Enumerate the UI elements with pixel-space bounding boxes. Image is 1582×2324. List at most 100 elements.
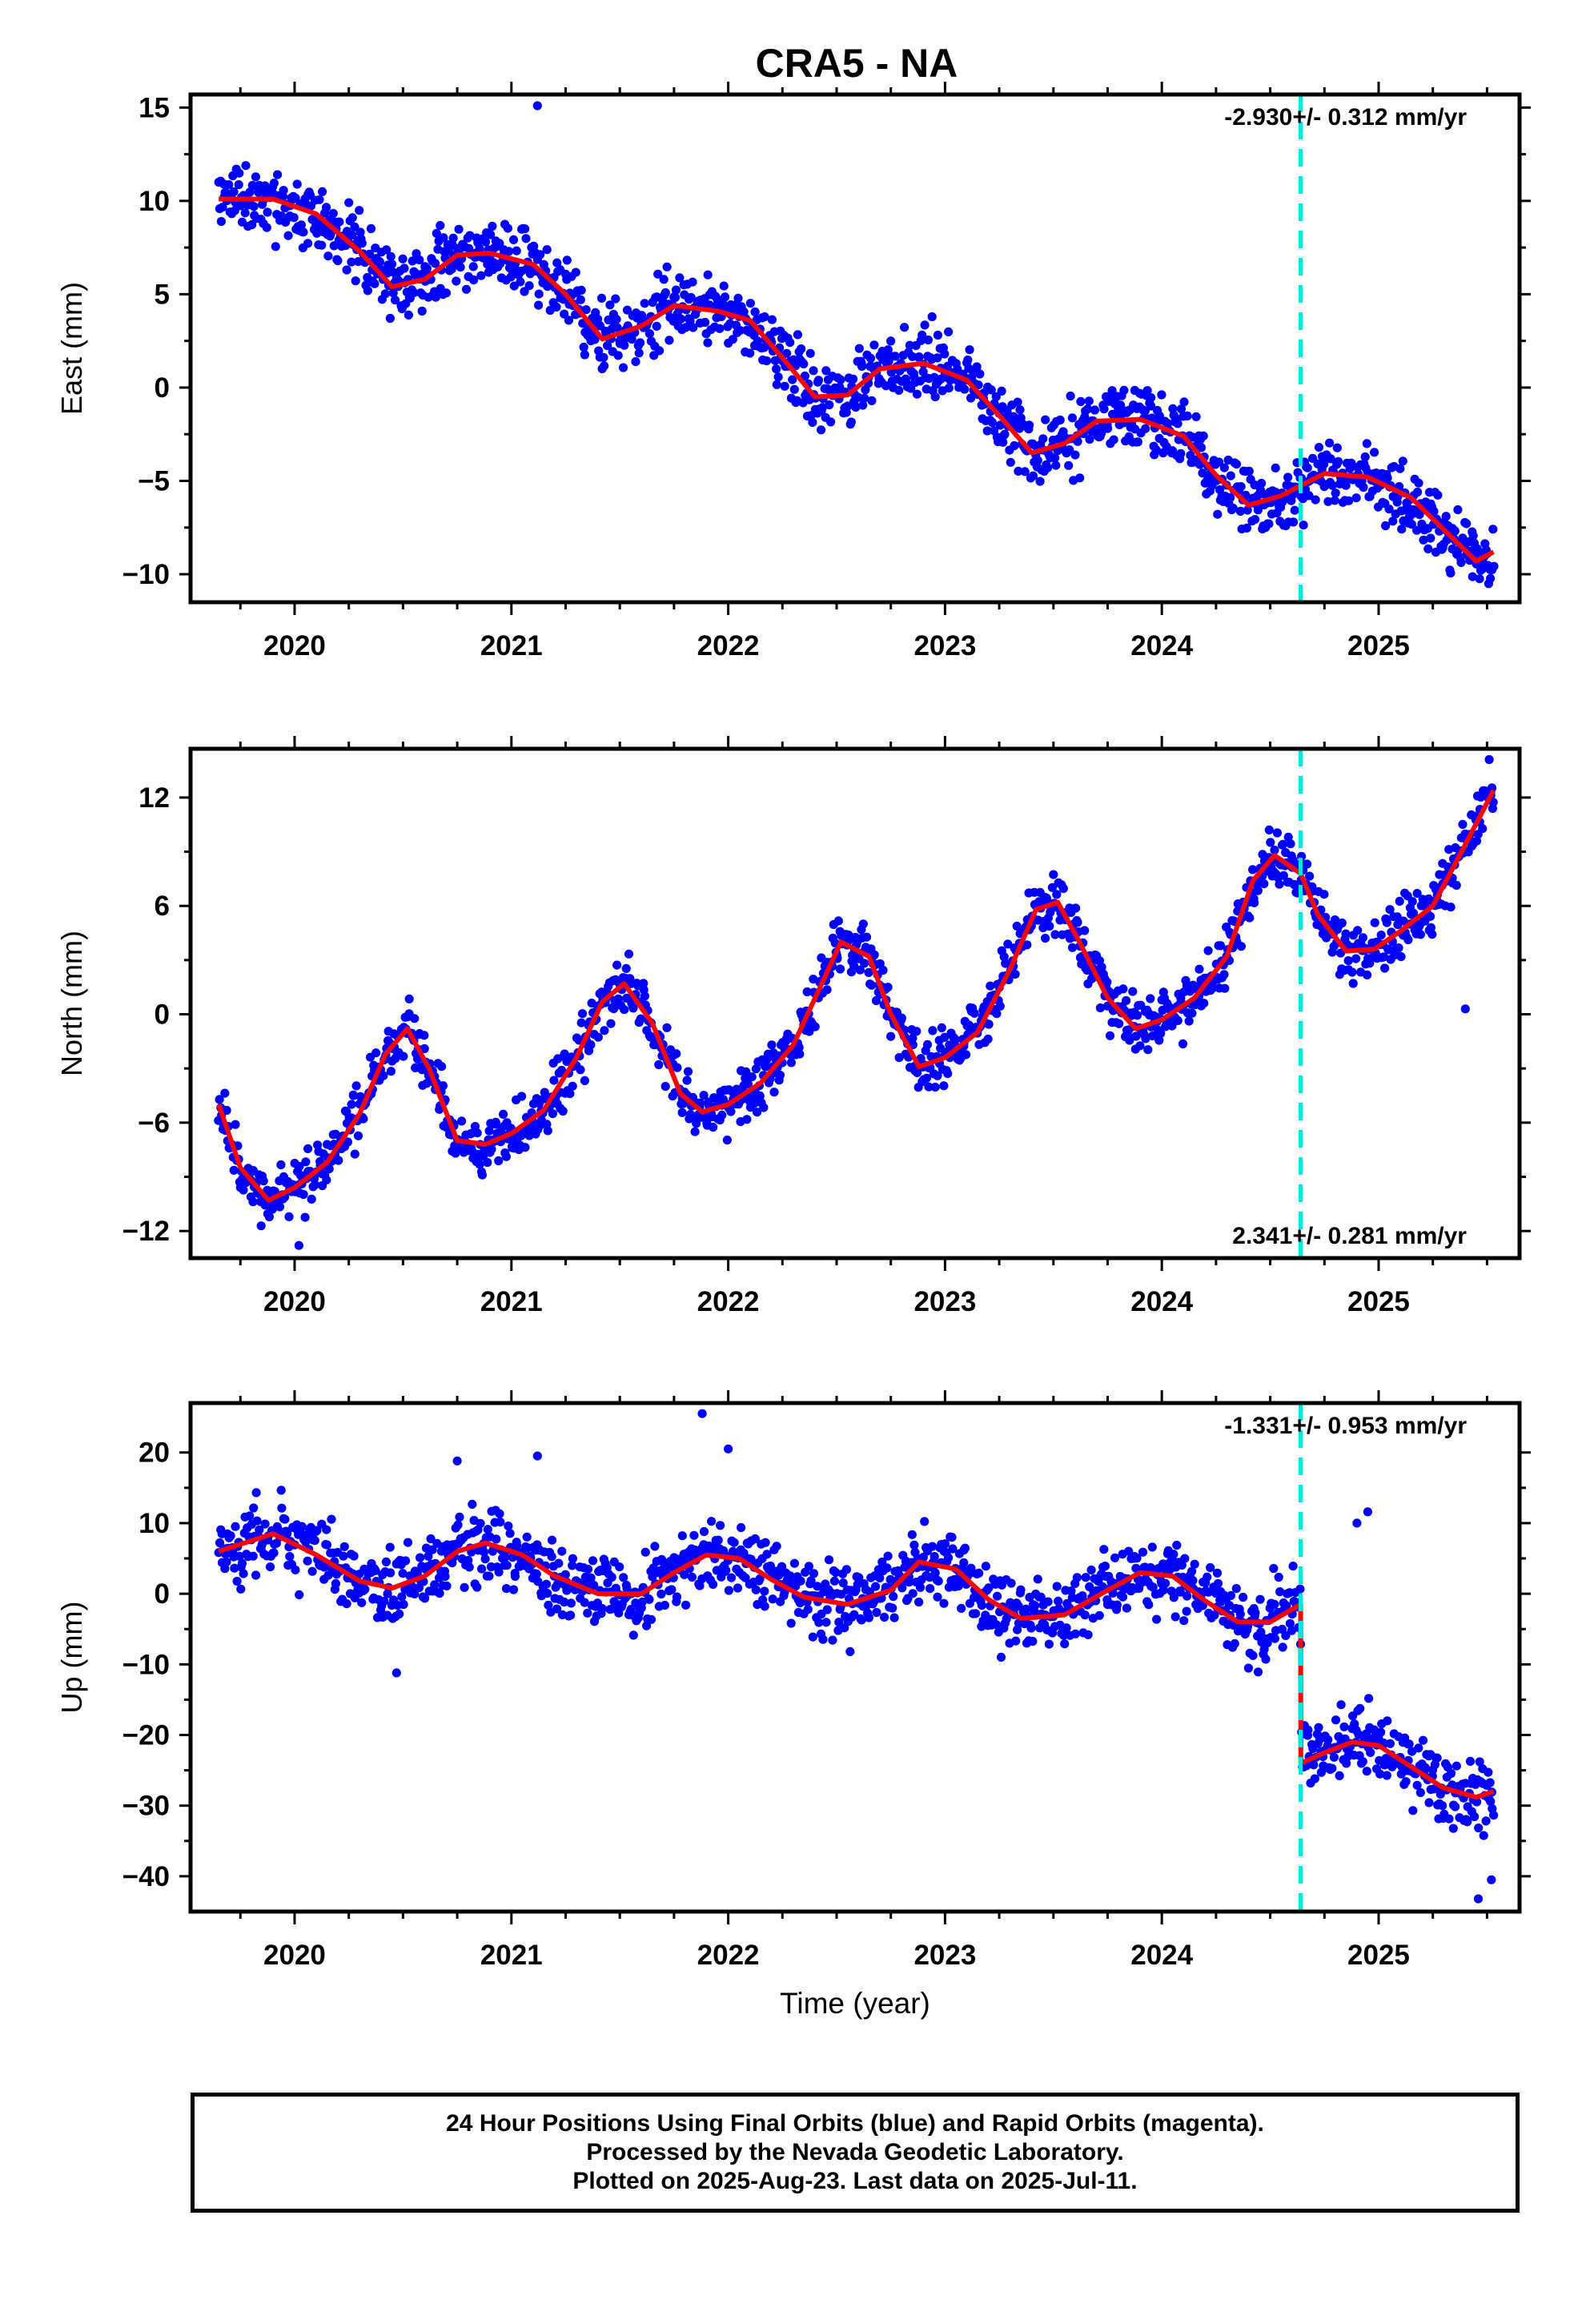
data-point [1360,452,1370,462]
data-point [1484,1767,1493,1777]
data-point [502,1561,512,1570]
data-point [726,1107,736,1116]
model-fit-line [216,789,1496,1203]
data-point [624,949,634,959]
data-point [767,315,777,324]
data-point [1216,941,1226,951]
data-point [739,1548,749,1558]
data-point [1285,1618,1295,1628]
data-point [534,289,544,299]
data-point [224,180,234,190]
data-point [619,1573,628,1582]
data-point [275,1202,285,1212]
data-point [759,1103,769,1112]
data-point [793,330,803,340]
data-point [410,1014,420,1023]
data-point [277,1503,287,1513]
data-point [552,1604,562,1614]
data-point [1243,505,1252,515]
data-point [1199,431,1208,440]
data-point [628,1630,638,1640]
data-point [687,1572,697,1582]
data-point [1448,1823,1458,1833]
data-point [747,1072,757,1082]
data-point [379,1596,389,1606]
data-point [1257,478,1267,489]
data-point [881,381,891,391]
data-point [1000,429,1010,439]
data-point [343,1137,352,1147]
data-point [385,1542,395,1552]
data-point [420,1594,430,1603]
data-point [508,1585,519,1594]
data-point [1219,970,1229,979]
data-point [1347,458,1356,468]
data-point [930,392,940,402]
data-point [510,1571,520,1581]
data-point [363,286,372,296]
data-point [1472,836,1482,846]
data-point [260,1519,270,1529]
data-point [933,330,942,340]
data-point [1362,1767,1371,1776]
data-point [825,400,834,410]
data-point [596,293,607,303]
data-point [1059,1630,1069,1640]
x-tick-label: 2023 [913,630,976,661]
data-point [703,338,713,348]
data-point [1486,1796,1496,1807]
data-point [1187,1008,1197,1018]
data-point [1259,879,1269,889]
data-point [971,1609,981,1618]
data-point [1141,1034,1150,1043]
data-point [1028,1636,1038,1647]
data-point [1423,544,1433,554]
data-point [1299,521,1308,530]
data-point [548,1109,558,1119]
data-point [1310,1774,1319,1783]
data-point [229,1165,239,1175]
data-point [709,1122,718,1132]
data-point [296,220,306,230]
data-point [897,1583,907,1593]
data-point [1275,879,1284,889]
data-point [593,314,603,324]
data-point [789,384,799,394]
data-point [939,1598,949,1608]
data-point [230,1563,239,1573]
data-point [1290,505,1299,515]
data-point [1415,930,1425,939]
data-point [923,335,933,345]
data-point [822,985,832,995]
data-point [558,1106,568,1116]
data-point [900,323,909,332]
data-point [878,965,888,975]
data-point [999,952,1009,962]
data-point [864,1613,873,1622]
data-point [576,285,586,295]
data-point [622,305,632,315]
data-point [611,294,620,304]
data-point [339,1551,348,1561]
data-point [1011,1636,1021,1646]
data-point [636,338,645,348]
data-point [977,1601,986,1610]
data-point [404,310,413,320]
data-point [927,312,937,322]
data-point [1358,1757,1367,1767]
data-point [386,251,396,261]
data-point [760,312,769,322]
data-point [317,240,327,250]
data-point [860,393,869,403]
data-point [751,1064,761,1074]
data-point [1072,1573,1082,1582]
data-point [487,1144,496,1154]
data-point [1184,1016,1194,1026]
data-point [464,1562,474,1572]
data-point [404,994,414,1003]
data-point [716,1521,725,1530]
data-point [959,1558,969,1567]
data-point [662,262,672,271]
data-point [983,1034,993,1044]
data-point [357,1598,367,1607]
